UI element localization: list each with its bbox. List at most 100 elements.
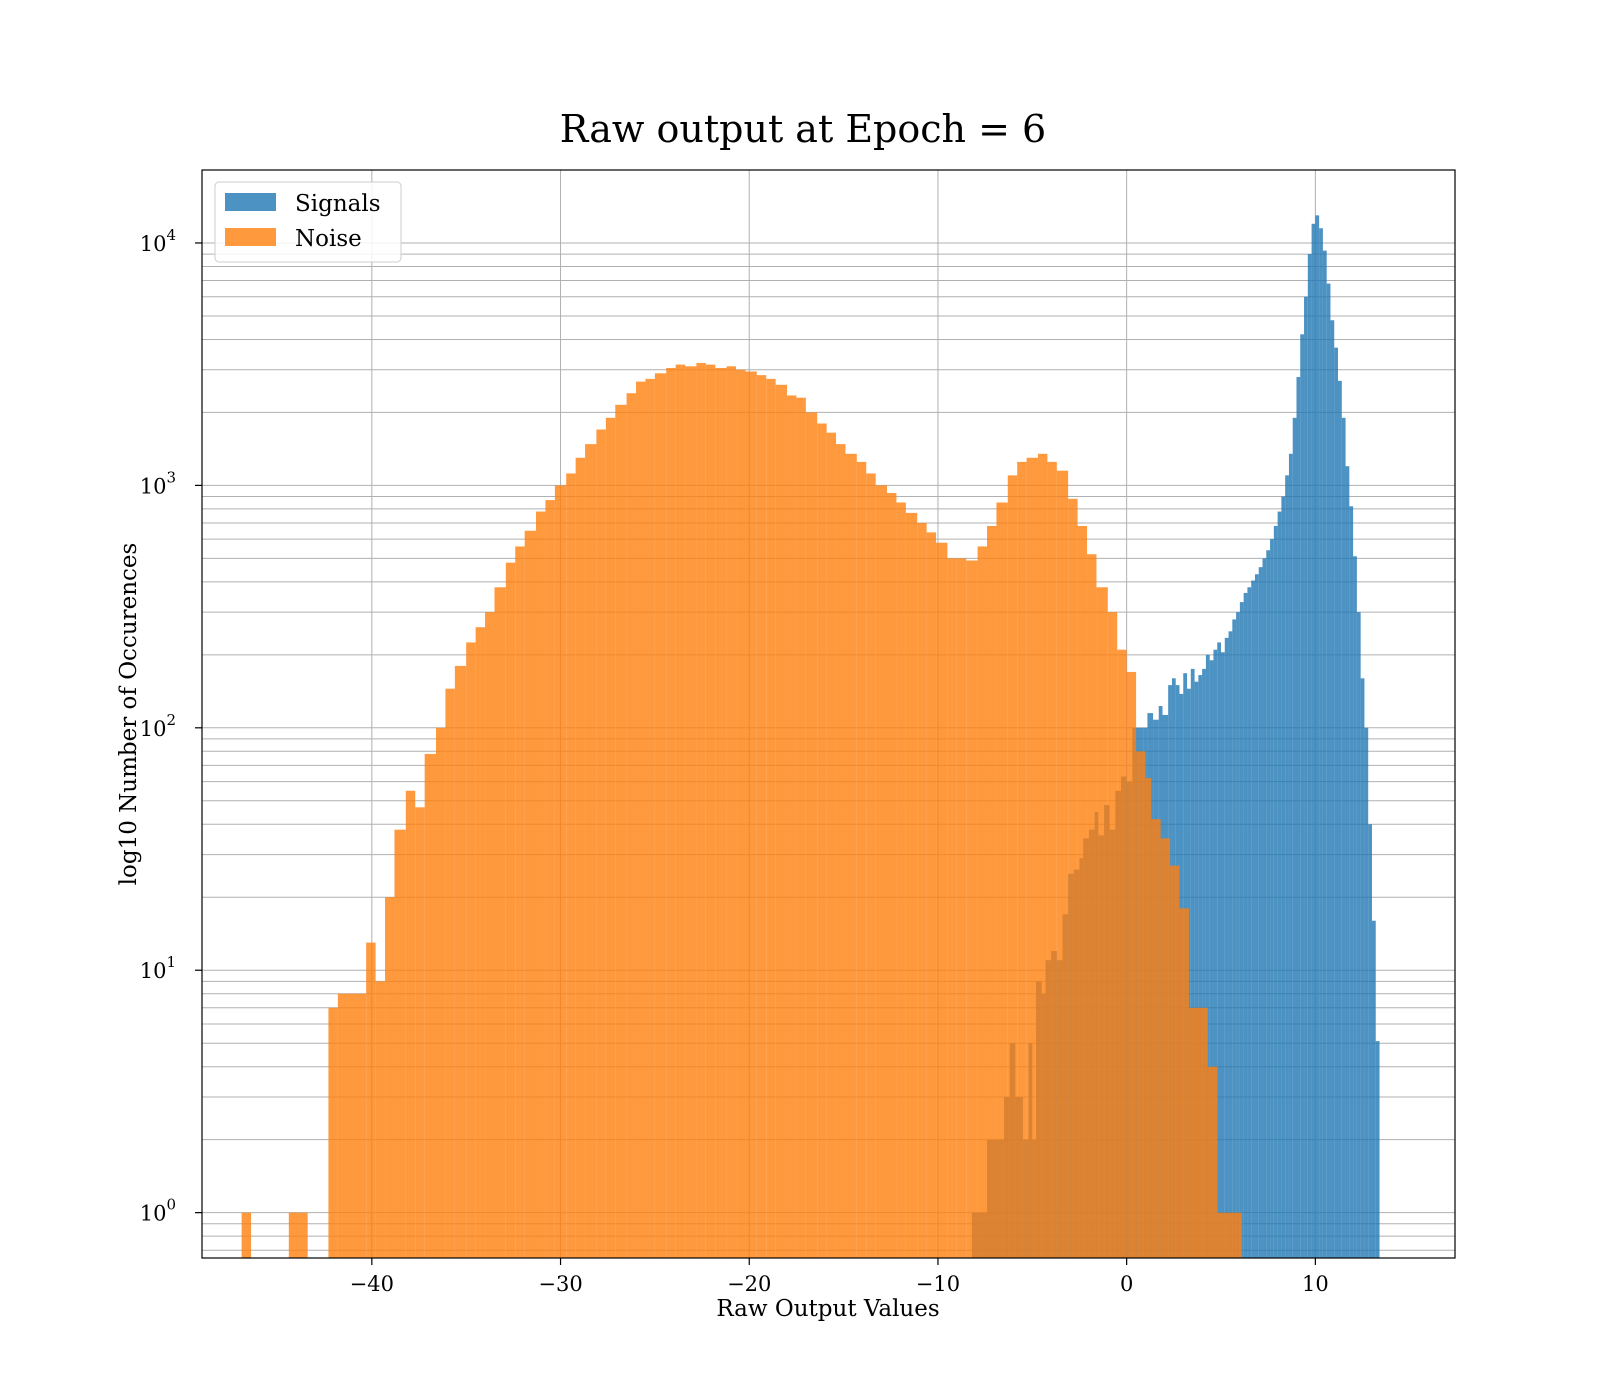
noise-bar-16	[485, 612, 495, 1258]
noise-bar-56	[886, 493, 897, 1258]
noise-bar-46	[786, 395, 797, 1258]
noise-bar-84	[1160, 838, 1171, 1258]
noise-bar-36	[685, 366, 697, 1258]
noise-bar-48	[805, 412, 818, 1258]
signals-bar-61	[1266, 550, 1271, 1258]
x-tick-label-1: −30	[538, 1272, 582, 1296]
noise-bar-86	[1179, 908, 1189, 1258]
noise-bar-3	[337, 993, 367, 1258]
noise-bar-8	[405, 790, 416, 1258]
noise-bar-52	[845, 453, 857, 1259]
legend-swatch-signals	[225, 193, 276, 211]
signals-bar-48	[1217, 642, 1222, 1258]
signals-bar-65	[1281, 496, 1286, 1258]
noise-bar-20	[524, 530, 537, 1258]
noise-bar-6	[385, 897, 395, 1258]
x-tick-label-0: −40	[350, 1272, 394, 1296]
signals-bar-76	[1322, 250, 1327, 1259]
noise-bar-10	[424, 753, 436, 1258]
x-axis-label: Raw Output Values	[716, 1296, 939, 1322]
noise-bar-49	[817, 423, 827, 1258]
noise-bar-64	[966, 560, 978, 1258]
signals-bar-40	[1187, 688, 1191, 1258]
noise-bar-12	[445, 688, 455, 1258]
x-tick-label-3: −10	[916, 1272, 960, 1296]
noise-bar-70	[1026, 457, 1038, 1258]
noise-bar-22	[545, 500, 555, 1258]
noise-bar-55	[875, 485, 887, 1258]
signals-bar-78	[1330, 320, 1335, 1258]
signals-bar-44	[1202, 668, 1206, 1258]
x-axis-ticks: −40 −30 −20 −10 0 10	[350, 1258, 1329, 1296]
noise-bar-77	[1096, 587, 1108, 1258]
noise-bar-32	[645, 378, 655, 1259]
signals-bar-79	[1334, 347, 1339, 1258]
noise-bar-13	[454, 665, 467, 1258]
y-tick-label-4: 104	[140, 226, 176, 256]
plot-frame	[201, 169, 1456, 1259]
noise-bar-24	[566, 473, 576, 1258]
noise-bar-25	[575, 457, 586, 1258]
chart-title: Raw output at Epoch = 6	[560, 107, 1046, 151]
noise-bar-11	[435, 727, 446, 1258]
y-tick-label-0: 100	[140, 1196, 176, 1226]
legend-swatch-noise	[225, 228, 276, 246]
noise-bar-38	[705, 364, 716, 1258]
noise-bar-37	[696, 362, 706, 1258]
noise-bar-27	[596, 429, 606, 1258]
signals-bar-88	[1368, 824, 1372, 1258]
signals-bar-68	[1292, 417, 1297, 1259]
noise-bar-89	[1217, 1212, 1242, 1258]
signals-bar-49	[1221, 652, 1225, 1258]
x-tick-label-5: 10	[1302, 1272, 1329, 1296]
signals-bar-50	[1224, 637, 1229, 1258]
signals-bar-83	[1349, 506, 1354, 1258]
noise-bar-29	[615, 404, 627, 1258]
signals-bar-80	[1338, 380, 1342, 1258]
noise-bar-72	[1047, 461, 1057, 1259]
noise-bar-1	[288, 1212, 308, 1258]
signals-bar-57	[1251, 580, 1255, 1258]
noise-bar-47	[796, 397, 806, 1258]
signals-bar-42	[1194, 681, 1199, 1258]
noise-bar-80	[1126, 671, 1137, 1258]
signals-bar-81	[1341, 417, 1346, 1259]
signals-bar-75	[1319, 228, 1323, 1258]
signals-bar-89	[1371, 920, 1376, 1258]
noise-bar-57	[896, 502, 906, 1258]
noise-bar-44	[766, 378, 776, 1259]
signals-bar-82	[1345, 466, 1350, 1258]
noise-bar-87	[1188, 1007, 1208, 1258]
signals-bar-55	[1243, 592, 1248, 1258]
noise-bar-74	[1068, 498, 1078, 1258]
noise-bar-68	[1007, 475, 1018, 1259]
noise-bar-78	[1107, 612, 1118, 1258]
noise-bar-82	[1145, 778, 1152, 1258]
y-tick-label-3: 103	[140, 468, 176, 498]
noise-bar-14	[466, 642, 476, 1258]
signals-bar-74	[1315, 215, 1320, 1259]
noise-bar-39	[715, 367, 727, 1258]
signals-bar-45	[1205, 654, 1210, 1258]
noise-bar-66	[987, 525, 997, 1258]
noise-bar-5	[375, 981, 386, 1258]
noise-bar-23	[554, 485, 567, 1258]
noise-bar-75	[1077, 525, 1088, 1258]
signals-bar-66	[1285, 475, 1289, 1259]
noise-bar-81	[1136, 751, 1146, 1258]
signals-bar-58	[1254, 574, 1259, 1258]
signals-bar-73	[1311, 223, 1316, 1258]
noise-bar-63	[956, 558, 967, 1258]
signals-bar-85	[1356, 612, 1361, 1258]
signals-bar-63	[1273, 525, 1278, 1258]
signals-bar-84	[1353, 556, 1357, 1258]
noise-bar-67	[996, 502, 1008, 1258]
noise-bar-41	[736, 369, 746, 1259]
noise-bar-40	[726, 366, 737, 1258]
y-tick-label-1: 101	[140, 953, 176, 983]
signals-bar-70	[1300, 334, 1305, 1258]
noise-bar-54	[866, 473, 876, 1258]
legend-label-noise: Noise	[295, 226, 362, 252]
noise-bar-50	[826, 432, 837, 1258]
signals-bar-71	[1304, 296, 1308, 1258]
